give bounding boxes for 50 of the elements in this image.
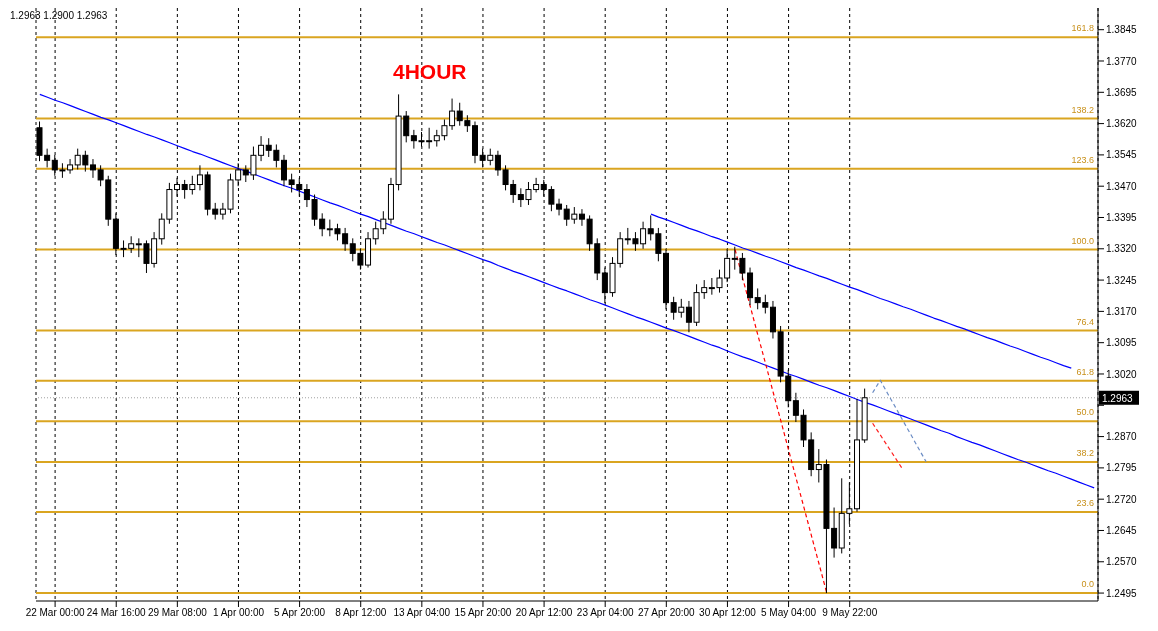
- y-tick-label: 1.2870: [1106, 431, 1138, 443]
- annotation: 123.6: [1070, 154, 1095, 166]
- y-tick-label: 1.3545: [1106, 149, 1138, 161]
- line-series: [872, 379, 927, 463]
- annotation: 100.0: [1070, 235, 1095, 247]
- y-tick-label: 1.3245: [1106, 274, 1138, 286]
- y-tick-label: 1.3095: [1106, 337, 1138, 349]
- y-tick-label: 1.3020: [1106, 368, 1138, 380]
- annotation: 1.2963 1.2900 1.2963: [10, 10, 108, 21]
- annotation: 138.2: [1070, 104, 1095, 116]
- y-tick-label: 1.3470: [1106, 180, 1138, 192]
- annotation: 76.4: [1075, 316, 1095, 328]
- x-tick-label: 22 Mar 00:00: [25, 607, 85, 619]
- y-tick-label: 1.3620: [1106, 118, 1138, 130]
- x-tick-label: 27 Apr 20:00: [637, 607, 696, 619]
- x-tick-label: 8 Apr 12:00: [335, 607, 387, 619]
- y-tick-label: 1.2570: [1106, 556, 1138, 568]
- line-series: [39, 93, 1095, 489]
- annotation: 50.0: [1075, 407, 1095, 419]
- y-tick-label: 1.2795: [1106, 462, 1138, 474]
- x-tick-label: 15 Apr 20:00: [454, 607, 512, 619]
- x-tick-label: 23 Apr 04:00: [576, 607, 634, 619]
- y-tick-label: 1.2645: [1106, 525, 1138, 537]
- text: 4HOUR: [393, 60, 467, 84]
- line-series: [872, 422, 904, 471]
- y-tick-label: 1.2495: [1106, 587, 1138, 599]
- ref-line-label: 1.2963: [1102, 392, 1134, 404]
- y-tick-label: 1.3395: [1106, 212, 1138, 224]
- y-tick-label: 1.3170: [1106, 305, 1138, 317]
- line-series: [650, 213, 1072, 369]
- x-tick-label: 5 May 04:00: [761, 607, 817, 619]
- x-tick-label: 13 Apr 04:00: [393, 607, 451, 619]
- annotation: 0.0: [1080, 579, 1095, 591]
- y-tick-label: 1.3770: [1106, 55, 1138, 67]
- x-tick-label: 29 Mar 08:00: [147, 607, 208, 619]
- x-tick-label: 30 Apr 12:00: [699, 607, 757, 619]
- y-tick-label: 1.3845: [1106, 24, 1138, 36]
- x-tick-label: 20 Apr 12:00: [515, 607, 573, 619]
- annotation: 61.8: [1075, 366, 1095, 378]
- x-tick-label: 9 May 22:00: [822, 607, 878, 619]
- annotation: 161.8: [1070, 23, 1095, 35]
- x-tick-label: 5 Apr 20:00: [274, 607, 326, 619]
- annotation: 38.2: [1075, 448, 1095, 460]
- x-tick-label: 24 Mar 16:00: [86, 607, 147, 619]
- y-tick-label: 1.3320: [1106, 243, 1138, 255]
- y-tick-label: 1.3695: [1106, 86, 1138, 98]
- x-tick-label: 1 Apr 00:00: [212, 607, 265, 619]
- line-series: [734, 249, 828, 594]
- y-tick-label: 1.2720: [1106, 493, 1138, 505]
- annotation: 23.6: [1075, 498, 1095, 510]
